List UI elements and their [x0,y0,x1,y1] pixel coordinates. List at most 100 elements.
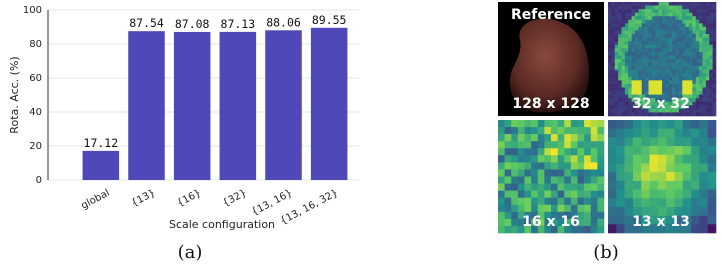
heatmap-cell [689,45,693,49]
heatmap-cell [611,112,615,116]
heatmap-cell [608,129,617,138]
heatmap-cell [608,95,612,99]
heatmap-cell [531,120,538,127]
heatmap-cell [635,38,639,42]
heatmap-cell [615,112,619,116]
heatmap-cell [676,88,680,92]
heatmap-cell [676,38,680,42]
heatmap-cell [649,63,653,67]
figure: Rota. Acc. (%) Scale configuration (a) (… [0,0,722,270]
heatmap-cell [708,172,717,181]
heatmap-cell [696,112,700,116]
heatmap-cell [649,16,653,20]
heatmap-cell [679,27,683,31]
heatmap-cell [662,16,666,20]
heatmap-cell [645,2,649,6]
heatmap-cell [551,141,558,148]
heatmap-cell [665,80,669,84]
heatmap-cell [571,198,578,205]
heatmap-cell [659,77,663,81]
heatmap-cell [498,219,505,226]
heatmap-cell [696,34,700,38]
heatmap-cell [625,146,634,155]
heatmap-cell [615,77,619,81]
heatmap-cell [645,27,649,31]
heatmap-cell [686,55,690,59]
heatmap-cell [699,109,703,113]
heatmap-cell [632,112,636,116]
heatmap-cell [686,63,690,67]
heatmap-cell [632,45,636,49]
heatmap-cell [674,190,683,199]
heatmap-cell [649,88,653,92]
heatmap-cell [686,34,690,38]
heatmap-cell [674,120,683,129]
heatmap-cell [525,184,532,191]
heatmap-cell [635,59,639,63]
heatmap-cell [655,91,659,95]
heatmap-cell [713,45,717,49]
heatmap-cell [628,31,632,35]
heatmap-cell [635,16,639,20]
heatmap-cell [608,84,612,88]
heatmap-cell [538,169,545,176]
heatmap-cell [518,184,525,191]
heatmap-cell [699,45,703,49]
heatmap-cell [691,207,700,216]
heatmap-cell [608,112,612,116]
heatmap-cell [686,41,690,45]
heatmap-cell [608,20,612,24]
heatmap-cell [622,66,626,70]
heatmap-cell [642,38,646,42]
heatmap-cell [625,66,629,70]
heatmap-cell [625,27,629,31]
heatmap-cell [558,134,565,141]
heatmap-cell [703,52,707,56]
heatmap-cell [625,190,634,199]
heatmap-cell [597,198,604,205]
heatmap-cell [672,52,676,56]
heatmap-cell [703,102,707,106]
heatmap-cell [669,27,673,31]
heatmap-cell [611,34,615,38]
heatmap-cell [658,155,667,164]
heatmap-cell [642,112,646,116]
heatmap-cell [708,163,717,172]
heatmap-cell [625,31,629,35]
heatmap-cell [665,84,669,88]
heatmap-cell [615,20,619,24]
heatmap-cell [665,2,669,6]
heatmap-cell [713,6,717,10]
heatmap-cell [505,177,512,184]
heatmap-cell [682,66,686,70]
heatmap-cell [655,77,659,81]
heatmap-cell [682,70,686,74]
heatmap-cell [628,73,632,77]
heatmap-cell [608,16,612,20]
heatmap-cell [699,95,703,99]
heatmap-cell [706,48,710,52]
heatmap-cell [622,98,626,102]
heatmap-cell [708,120,717,129]
heatmap-cell [692,102,696,106]
heatmap-cell [518,148,525,155]
heatmap-cell [635,112,639,116]
heatmap-cell [611,38,615,42]
heatmap-cell [713,27,717,31]
heatmap-cell [662,48,666,52]
heatmap-cell [696,66,700,70]
heatmap-cell [632,52,636,56]
heatmap-cell [669,20,673,24]
heatmap-cell [558,141,565,148]
heatmap-cell [682,2,686,6]
heatmap-cell [662,41,666,45]
heatmap-cell [632,77,636,81]
heatmap-cell [659,88,663,92]
heatmap-cell [669,88,673,92]
heatmap-cell [669,91,673,95]
heatmap-cell [692,66,696,70]
heatmap-cell [635,34,639,38]
heatmap-cell [669,80,673,84]
heatmap-cell [706,31,710,35]
heatmap-cell [706,20,710,24]
